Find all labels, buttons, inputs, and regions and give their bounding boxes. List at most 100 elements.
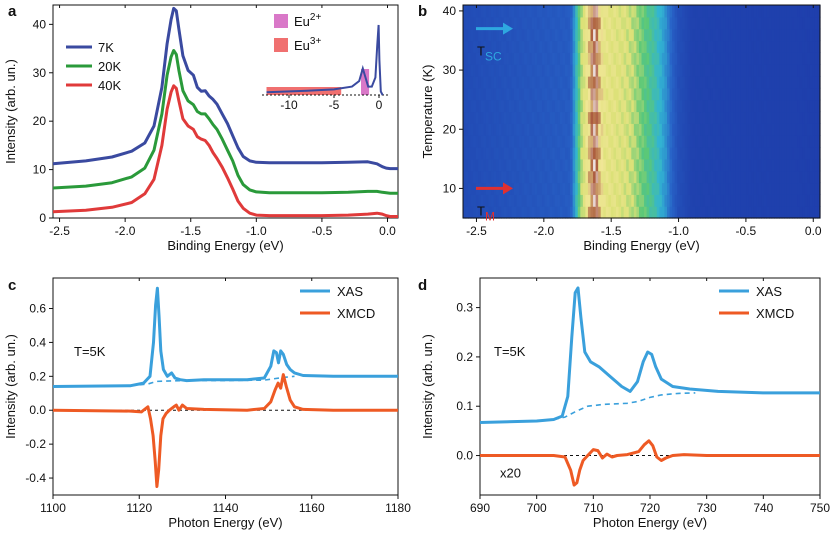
heatmap-cell <box>776 147 780 160</box>
heatmap-cell <box>595 111 599 124</box>
heatmap-cell <box>616 99 620 113</box>
heatmap-cell <box>608 158 612 172</box>
heatmap-cell <box>575 123 579 136</box>
heatmap-cell <box>595 170 599 184</box>
heatmap-cell <box>646 16 650 30</box>
heatmap-cell <box>598 99 602 113</box>
heatmap-cell <box>807 64 811 77</box>
legend-label-7K: 7K <box>98 40 114 55</box>
heatmap-cell <box>570 76 574 89</box>
heatmap-cell <box>740 170 745 184</box>
heatmap-cell <box>817 99 821 113</box>
heatmap-cell <box>628 5 632 18</box>
heatmap-cell <box>623 194 627 207</box>
heatmap-cell <box>603 111 607 124</box>
heatmap-cell <box>771 123 775 136</box>
heatmap-cell <box>501 111 505 124</box>
heatmap-cell <box>646 28 650 42</box>
heatmap-cell <box>534 147 538 160</box>
heatmap-cell <box>720 76 724 89</box>
heatmap-cell <box>725 194 729 207</box>
heatmap-cell <box>521 206 525 219</box>
heatmap-cell <box>715 158 719 172</box>
heatmap-cell <box>570 52 574 65</box>
heatmap-cell <box>605 76 609 89</box>
heatmap-cell <box>644 123 648 136</box>
heatmap-cell <box>636 158 640 172</box>
heatmap-cell <box>799 28 803 42</box>
heatmap-cell <box>667 64 671 77</box>
legend-label-xmcd: XMCD <box>337 306 375 321</box>
heatmap-cell <box>646 64 650 77</box>
heatmap-cell <box>669 99 673 113</box>
heatmap-cell <box>718 99 722 113</box>
heatmap-cell <box>638 5 643 18</box>
heatmap-cell <box>582 182 586 195</box>
heatmap-cell <box>720 147 724 160</box>
heatmap-cell <box>804 52 808 65</box>
heatmap-cell <box>786 170 790 184</box>
heatmap-cell <box>692 111 696 124</box>
heatmap-cell <box>695 123 699 136</box>
heatmap-cell <box>483 147 487 160</box>
heatmap-cell <box>695 206 699 219</box>
heatmap-cell <box>695 76 699 89</box>
heatmap-cell <box>677 64 681 77</box>
heatmap-cell <box>682 135 686 148</box>
heatmap-cell <box>644 64 648 77</box>
heatmap-cell <box>748 99 752 113</box>
heatmap-cell <box>695 194 699 207</box>
heatmap-cell <box>562 64 566 77</box>
heatmap-cell <box>646 147 650 160</box>
heatmap-cell <box>656 135 660 148</box>
heatmap-cell <box>491 99 495 113</box>
heatmap-cell <box>480 64 484 77</box>
heatmap-cell <box>646 52 650 65</box>
heatmap-cell <box>692 194 696 207</box>
heatmap-cell <box>702 147 706 160</box>
heatmap-cell <box>567 170 571 184</box>
heatmap-cell <box>514 135 518 148</box>
heatmap-cell <box>786 16 790 30</box>
panel-label-a: a <box>8 3 17 20</box>
heatmap-cell <box>651 182 655 195</box>
heatmap-cell <box>605 87 609 101</box>
heatmap-cell <box>781 28 785 42</box>
heatmap-cell <box>478 40 482 53</box>
heatmap-cell <box>753 158 757 172</box>
heatmap-cell <box>633 182 637 195</box>
heatmap-cell <box>774 76 778 89</box>
heatmap-cell <box>626 16 630 30</box>
x-tick-label: 1180 <box>385 501 411 515</box>
heatmap-cell <box>631 206 635 219</box>
heatmap-cell <box>751 52 755 65</box>
heatmap-cell <box>771 64 775 77</box>
heatmap-cell <box>488 158 492 172</box>
heatmap-cell <box>519 16 523 30</box>
heatmap-cell <box>539 87 543 101</box>
heatmap-cell <box>516 135 520 148</box>
heatmap-cell <box>623 52 627 65</box>
heatmap-cell <box>593 182 597 195</box>
heatmap-cell <box>692 76 696 89</box>
heatmap-cell <box>570 28 574 42</box>
heatmap-cell <box>789 194 793 207</box>
heatmap-cell <box>547 182 551 195</box>
heatmap-cell <box>725 64 729 77</box>
heatmap-cell <box>521 111 525 124</box>
heatmap-cell <box>608 40 612 53</box>
heatmap-cell <box>725 28 729 42</box>
heatmap-cell <box>786 123 790 136</box>
heatmap-cell <box>465 16 469 30</box>
x-tick-label: -1.5 <box>601 224 622 238</box>
heatmap-cell <box>725 52 729 65</box>
y-tick-label: 40 <box>443 4 457 18</box>
heatmap-cell <box>491 147 495 160</box>
heatmap-cell <box>700 182 704 195</box>
heatmap-cell <box>501 158 505 172</box>
heatmap-cell <box>781 99 785 113</box>
heatmap-cell <box>774 147 778 160</box>
heatmap-cell <box>728 170 732 184</box>
heatmap-cell <box>712 16 717 30</box>
heatmap-cell <box>684 135 688 148</box>
